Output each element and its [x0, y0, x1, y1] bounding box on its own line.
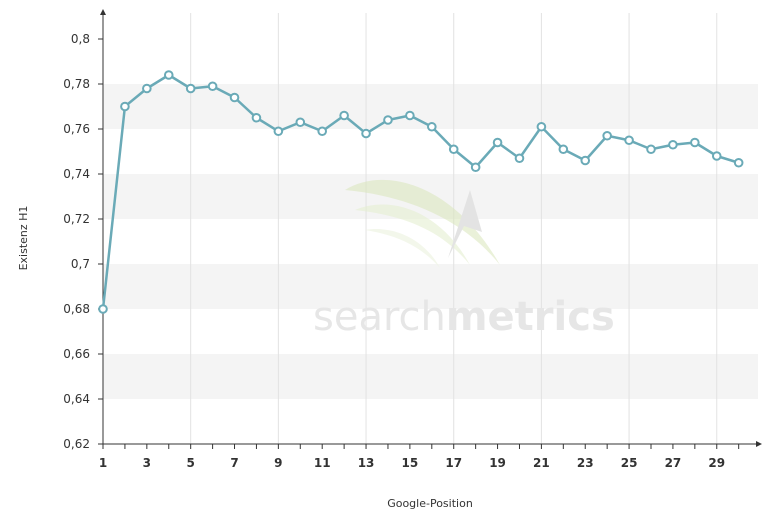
data-point[interactable]: [668, 139, 678, 150]
x-axis-title: Google-Position: [387, 497, 473, 510]
data-point[interactable]: [98, 304, 108, 314]
data-point[interactable]: [514, 153, 525, 164]
data-point[interactable]: [711, 151, 722, 161]
x-tick-label: 13: [358, 456, 375, 470]
x-tick-label: 17: [445, 456, 462, 470]
y-tick-label: 0,62: [63, 437, 90, 451]
watermark: searchmetrics: [313, 179, 615, 340]
y-axis-title: Existenz H1: [17, 206, 30, 271]
y-tick-label: 0,76: [63, 122, 90, 136]
grid-band: [103, 354, 758, 399]
data-point[interactable]: [492, 137, 503, 148]
data-point[interactable]: [427, 121, 437, 132]
series-group: [98, 70, 744, 314]
data-point[interactable]: [470, 162, 481, 173]
svg-text:searchmetrics: searchmetrics: [313, 294, 615, 340]
x-tick-label: 3: [143, 456, 151, 470]
y-tick-label: 0,8: [71, 32, 90, 46]
x-tick-label: 19: [489, 456, 506, 470]
watermark-logo-icon: [345, 179, 500, 268]
data-point[interactable]: [361, 128, 371, 139]
data-point[interactable]: [120, 101, 130, 112]
y-tick-label: 0,74: [63, 167, 90, 181]
data-point[interactable]: [405, 110, 415, 121]
vertical-gridlines: [190, 13, 718, 444]
data-point[interactable]: [646, 144, 656, 155]
x-tick-label: 11: [314, 456, 331, 470]
data-point[interactable]: [142, 83, 152, 94]
y-tick-label: 0,64: [63, 392, 90, 406]
y-tick-label: 0,72: [63, 212, 90, 226]
data-point[interactable]: [251, 112, 262, 123]
data-point[interactable]: [558, 144, 569, 155]
x-tick-label: 23: [577, 456, 594, 470]
y-tick-label: 0,7: [71, 257, 90, 271]
x-tick-label: 25: [621, 456, 638, 470]
x-tick-label: 1: [99, 456, 107, 470]
x-axis-ticks: 1 3 5 7 9 11 13 15 17 19 21 23 25 27 29: [99, 444, 740, 470]
y-axis-ticks: 0,62 0,64 0,66 0,68 0,7 0,72 0,74 0,76 0,78 0,8: [63, 32, 103, 451]
data-point[interactable]: [339, 110, 349, 121]
data-point[interactable]: [185, 83, 196, 94]
x-tick-label: 7: [230, 456, 238, 470]
background-bands: [103, 84, 758, 399]
y-tick-label: 0,78: [63, 77, 90, 91]
y-tick-label: 0,66: [63, 347, 90, 361]
x-tick-label: 5: [187, 456, 195, 470]
data-point[interactable]: [733, 157, 744, 168]
data-point[interactable]: [383, 115, 393, 125]
x-tick-label: 27: [665, 456, 682, 470]
grid-band: [103, 264, 758, 309]
data-point[interactable]: [602, 130, 612, 141]
data-point[interactable]: [317, 126, 328, 137]
grid-band: [103, 84, 758, 129]
y-tick-label: 0,68: [63, 302, 90, 316]
x-tick-label: 15: [402, 456, 419, 470]
x-axis-arrow-icon: [756, 441, 762, 447]
data-point[interactable]: [690, 137, 700, 148]
data-point[interactable]: [295, 117, 306, 128]
data-point[interactable]: [580, 155, 591, 166]
x-tick-label: 29: [708, 456, 725, 470]
data-point[interactable]: [536, 121, 547, 132]
y-axis-arrow-icon: [100, 9, 106, 15]
data-point[interactable]: [448, 144, 459, 155]
watermark-brand-light: search: [313, 294, 446, 340]
data-point[interactable]: [207, 81, 218, 92]
data-point[interactable]: [273, 126, 284, 137]
x-tick-label: 21: [533, 456, 550, 470]
x-tick-label: 9: [274, 456, 282, 470]
watermark-brand-bold: metrics: [446, 294, 615, 340]
data-point[interactable]: [624, 135, 634, 146]
data-point[interactable]: [229, 92, 240, 103]
data-point[interactable]: [163, 70, 174, 80]
